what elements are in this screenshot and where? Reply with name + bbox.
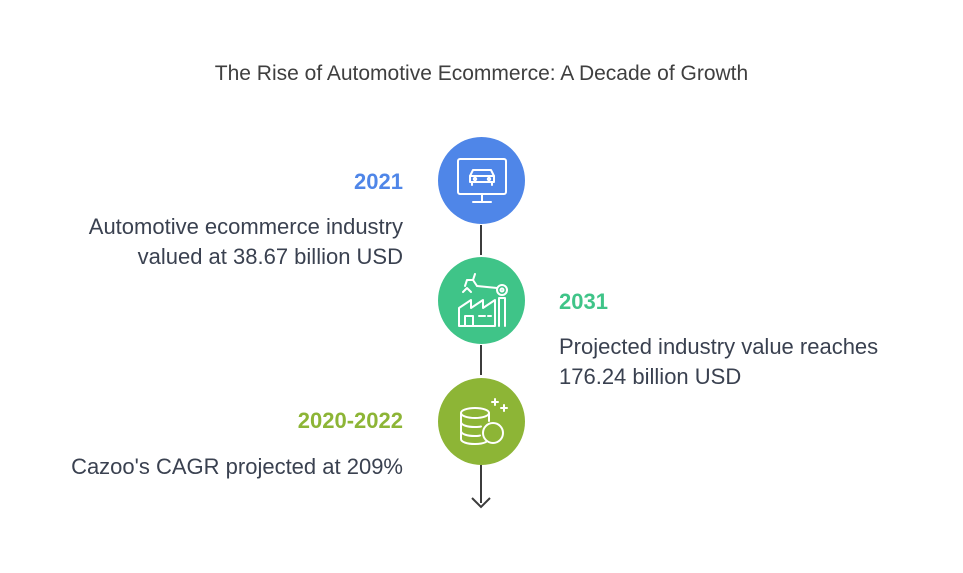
factory-robot-arm-icon <box>457 272 508 327</box>
milestone-description-line: Projected industry value reaches <box>559 334 879 359</box>
milestone-description: Projected industry value reaches 176.24 … <box>559 332 878 392</box>
milestone-year: 2031 <box>559 289 608 314</box>
timeline-arrow-head <box>471 497 491 509</box>
milestone-description: Automotive ecommerce industry valued at … <box>89 212 403 272</box>
milestone-description-line: valued at 38.67 billion USD <box>137 244 403 269</box>
milestone-description-line: Automotive ecommerce industry <box>88 214 403 239</box>
milestone-year: 2021 <box>354 169 403 194</box>
milestone-description: Cazoo's CAGR projected at 209% <box>71 452 403 482</box>
car-monitor-icon <box>456 157 507 203</box>
milestone-description-line: Cazoo's CAGR projected at 209% <box>71 454 403 479</box>
milestone-circle-2021 <box>438 137 525 224</box>
timeline-connector <box>480 345 482 375</box>
diagram-title: The Rise of Automotive Ecommerce: A Deca… <box>214 62 749 85</box>
timeline-connector <box>480 225 482 255</box>
database-coins-icon <box>459 397 508 445</box>
timeline-connector <box>480 465 482 503</box>
milestone-year: 2020-2022 <box>297 408 403 433</box>
milestone-description-line: 176.24 billion USD <box>559 364 742 389</box>
milestone-circle-2020-2022 <box>438 378 525 465</box>
milestone-circle-2031 <box>438 257 525 344</box>
